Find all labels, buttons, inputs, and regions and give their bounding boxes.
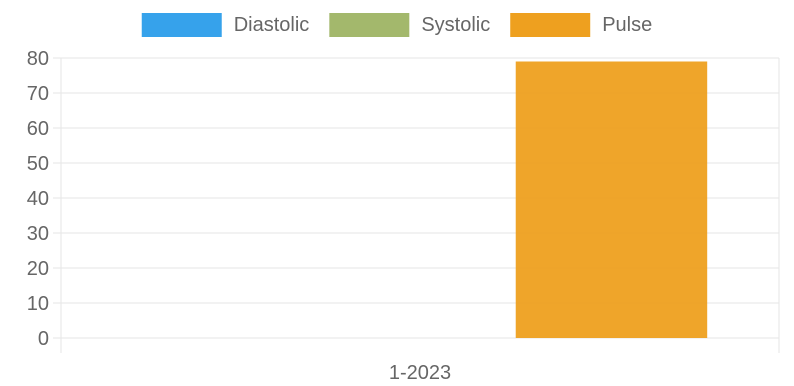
y-axis: 0 10 20 30 40 50 60 70 80 <box>27 48 49 350</box>
x-tick-label-0: 1-2023 <box>389 362 451 384</box>
y-tick-label-70: 70 <box>27 83 49 105</box>
legend-item-pulse[interactable]: Pulse <box>510 13 652 37</box>
legend-label-pulse: Pulse <box>602 14 652 36</box>
legend-swatch-systolic <box>329 13 410 37</box>
legend-swatch-diastolic <box>141 13 222 37</box>
y-tick-label-0: 0 <box>38 328 49 350</box>
grid-lines <box>53 57 780 353</box>
legend: Diastolic Systolic Pulse <box>141 13 652 37</box>
bar-pulse-0[interactable] <box>515 61 708 339</box>
y-tick-label-80: 80 <box>27 48 49 70</box>
bars <box>515 61 708 339</box>
y-tick-label-40: 40 <box>27 188 49 210</box>
legend-label-diastolic: Diastolic <box>234 14 310 36</box>
y-tick-label-20: 20 <box>27 258 49 280</box>
y-tick-label-50: 50 <box>27 153 49 175</box>
y-tick-label-10: 10 <box>27 293 49 315</box>
legend-swatch-pulse <box>510 13 591 37</box>
legend-item-diastolic[interactable]: Diastolic <box>141 13 310 37</box>
y-tick-label-30: 30 <box>27 223 49 245</box>
legend-item-systolic[interactable]: Systolic <box>329 13 490 37</box>
y-tick-label-60: 60 <box>27 118 49 140</box>
x-axis: 1-2023 <box>389 362 451 384</box>
legend-label-systolic: Systolic <box>421 14 490 36</box>
